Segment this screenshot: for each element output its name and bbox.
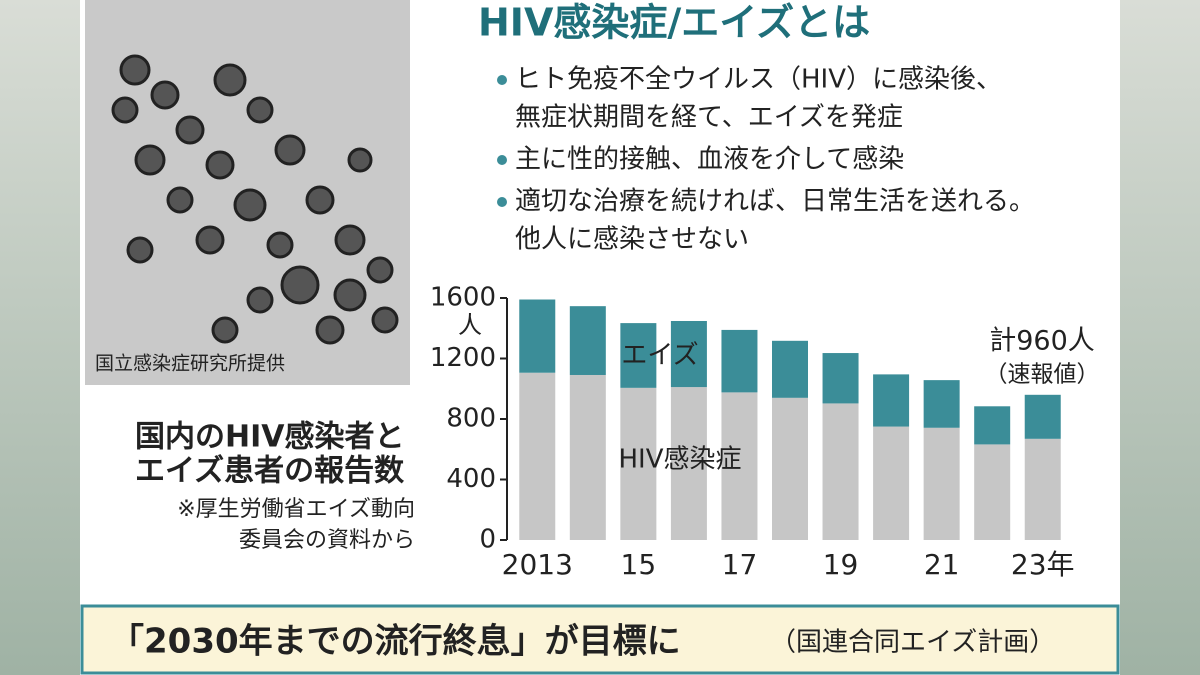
y-tick-label: 800	[446, 404, 496, 434]
bullet-list: ヒト免疫不全ウイルス（HIV）に感染後、無症状期間を経て、エイズを発症主に性的接…	[497, 65, 1035, 255]
bullet-dot	[497, 197, 507, 207]
y-tick-label: 0	[479, 525, 496, 555]
bar-segment	[772, 397, 808, 540]
bar-segment	[822, 403, 859, 540]
bar-segment	[569, 374, 606, 540]
bar-segment	[873, 374, 910, 427]
x-tick-label: 17	[722, 548, 758, 581]
banner-main: 「2030年までの流行終息」が目標に	[110, 622, 681, 662]
bar-segment	[1024, 394, 1061, 439]
y-tick-label: 1600	[430, 283, 496, 313]
bar-segment	[873, 426, 910, 540]
bullet-text: 適切な治療を続ければ、日常生活を送れる。	[515, 187, 1035, 217]
chart-title: 国内のHIV感染者と	[135, 420, 405, 455]
bar-segment	[923, 380, 960, 428]
bullet-dot	[497, 155, 507, 165]
annotation: （速報値）	[985, 362, 1100, 388]
bar-segment	[670, 387, 707, 540]
x-tick-label: 19	[823, 548, 859, 581]
photo: 国立感染症研究所提供	[85, 0, 410, 385]
chart-title: エイズ患者の報告数	[135, 454, 405, 489]
bar-segment	[974, 444, 1011, 540]
y-tick-label: 400	[446, 464, 496, 494]
bullet-text: 他人に感染させない	[515, 225, 749, 255]
source-note: 委員会の資料から	[239, 528, 415, 553]
title: HIV感染症/エイズとは	[478, 1, 870, 45]
photo-credit: 国立感染症研究所提供	[95, 353, 285, 375]
bar-segment	[569, 306, 606, 375]
bar-segment	[721, 392, 758, 540]
bar-segment	[620, 387, 657, 540]
bar-segment	[519, 299, 556, 373]
series-label: エイズ	[621, 341, 698, 371]
bullet-dot	[497, 75, 507, 85]
banner: 「2030年までの流行終息」が目標に （国連合同エイズ計画）	[80, 604, 1120, 675]
x-tick-label: 23年	[1011, 548, 1075, 581]
annotation: 計960人	[989, 326, 1095, 357]
bar-segment	[974, 406, 1011, 445]
bar-segment	[670, 320, 707, 388]
bullet-text: 主に性的接触、血液を介して感染	[515, 145, 904, 175]
bar-segment	[923, 427, 960, 540]
banner-source: （国連合同エイズ計画）	[770, 628, 1055, 658]
bar-segment	[822, 353, 859, 404]
x-tick-label: 2013	[502, 548, 573, 581]
x-tick-label: 15	[621, 548, 657, 581]
series-label: HIV感染症	[618, 445, 741, 475]
bar-segment	[1024, 438, 1061, 540]
source-note: ※厚生労働省エイズ動向	[177, 497, 415, 522]
bullet-text: ヒト免疫不全ウイルス（HIV）に感染後、	[515, 65, 1002, 95]
bar-segment	[620, 323, 657, 388]
x-tick-label: 21	[924, 548, 960, 581]
y-unit: 人	[458, 311, 482, 339]
bar-segment	[772, 340, 808, 398]
bar-segment	[519, 372, 556, 540]
bullet-text: 無症状期間を経て、エイズを発症	[515, 103, 903, 133]
bar-segment	[721, 329, 758, 393]
y-tick-label: 1200	[430, 343, 496, 373]
